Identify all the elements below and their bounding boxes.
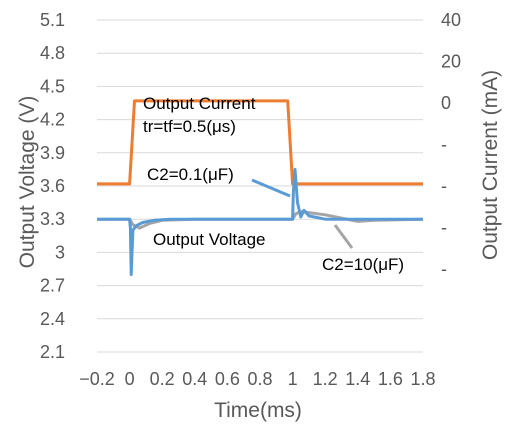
c2-10uf-leader-line [333,224,354,249]
y-left-tick-label: 3.9 [40,143,65,163]
y-right-tick-label: 0 [441,93,451,113]
y-right-tick-label: - [441,218,447,238]
x-tick-label: 0.6 [215,369,240,389]
rise-fall-time-label: tr=tf=0.5(μs) [143,117,236,136]
y-left-tick-label: 4.8 [40,43,65,63]
y-left-tick-label: 3 [55,242,65,262]
x-axis-title: Time(ms) [214,399,302,422]
y-left-tick-label: 5.1 [40,10,65,30]
x-tick-labels: −0.2 0 0.2 0.4 0.6 0.8 1 1.2 1.4 1.6 1.8 [79,369,435,389]
series-lines [97,99,424,276]
y-left-tick-label: 3.3 [40,209,65,229]
y-right-tick-labels: - - - - 0 20 40 [441,10,461,279]
y-left-tick-label: 2.4 [40,309,65,329]
y-right-tick-label: 40 [441,10,461,30]
y-right-tick-label: 20 [441,52,461,72]
x-tick-label: 1.4 [345,369,370,389]
x-tick-label: 1.8 [410,369,435,389]
output-current-label: Output Current [143,94,256,113]
y-left-tick-label: 4.5 [40,76,65,96]
x-tick-label: 0 [125,369,135,389]
y-right-axis-title: Output Current (mA) [479,70,502,260]
x-tick-label: 1.6 [378,369,403,389]
y-left-tick-label: 2.7 [40,276,65,296]
y-right-tick-label: - [441,176,447,196]
y-left-tick-labels: 2.1 2.4 2.7 3 3.3 3.6 3.9 4.2 4.5 4.8 5.1 [40,10,65,362]
y-right-tick-label: - [441,259,447,279]
series-line-current [97,99,423,186]
grid-lines [97,19,423,353]
c2-0.1uf-leader-line [251,178,291,198]
y-right-tick-label: - [441,135,447,155]
y-left-tick-label: 4.2 [40,110,65,130]
x-tick-label: 1 [288,369,298,389]
series-line-voltage_c01 [97,167,423,276]
c2-0.1uf-label: C2=0.1(μF) [147,165,234,184]
y-left-tick-label: 3.6 [40,176,65,196]
x-tick-label: 1.2 [313,369,338,389]
x-tick-label: 0.2 [150,369,175,389]
y-left-tick-label: 2.1 [40,342,65,362]
y-left-axis-title: Output Voltage (V) [16,96,39,269]
x-tick-label: 0.8 [247,369,272,389]
x-tick-label: −0.2 [79,369,115,389]
c2-10uf-label: C2=10(μF) [322,255,404,274]
x-tick-label: 0.4 [182,369,207,389]
output-voltage-label: Output Voltage [153,230,265,249]
